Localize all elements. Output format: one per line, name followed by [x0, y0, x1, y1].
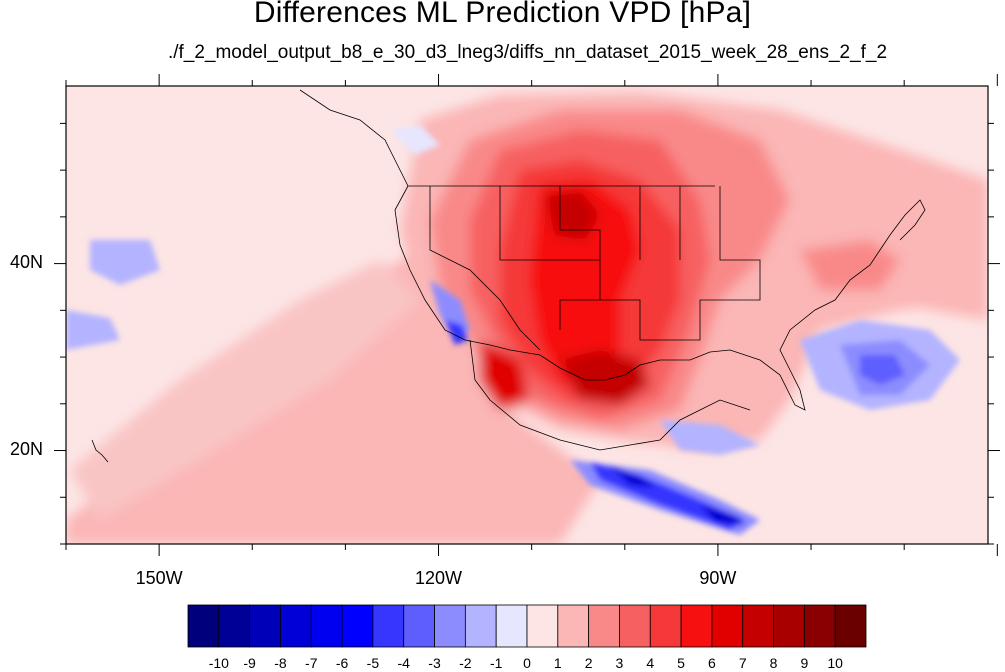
- colorbar-box: [341, 604, 374, 648]
- colorbar-label: 9: [800, 655, 809, 671]
- colorbar-label: -1: [489, 655, 503, 671]
- colorbar-box: [464, 604, 497, 648]
- colorbar-label: 0: [523, 655, 531, 671]
- colorbar-box: [834, 604, 867, 648]
- colorbar-box: [187, 604, 220, 648]
- colorbar-label: 5: [677, 655, 685, 671]
- colorbar-box: [619, 604, 651, 648]
- lat-tick-label: 20N: [10, 438, 44, 459]
- colorbar: [187, 604, 867, 648]
- colorbar-label: 2: [584, 655, 593, 671]
- colorbar-label: -3: [428, 655, 441, 671]
- colorbar-box: [280, 604, 312, 648]
- colorbar-label: 8: [769, 655, 778, 671]
- colorbar-label: 3: [615, 655, 624, 671]
- colorbar-box: [372, 604, 405, 648]
- colorbar-box: [403, 604, 435, 648]
- colorbar-label: -8: [274, 655, 287, 671]
- colorbar-label: 6: [708, 655, 716, 671]
- colorbar-label: 4: [646, 655, 655, 671]
- map-ticks: [54, 74, 1000, 556]
- vpd-difference-field: [66, 86, 988, 544]
- colorbar-label: 1: [553, 655, 562, 671]
- colorbar-box: [711, 604, 744, 648]
- colorbar-label: -7: [305, 655, 318, 671]
- colorbar-box: [557, 604, 590, 648]
- colorbar-label: -4: [397, 655, 410, 671]
- lat-tick-label: 40N: [10, 251, 44, 272]
- plot-frame: [65, 85, 989, 545]
- colorbar-box: [249, 604, 281, 648]
- colorbar-box: [773, 604, 805, 648]
- map-title: Differences ML Prediction VPD [hPa]: [253, 0, 752, 29]
- colorbar-label: -10: [208, 655, 229, 671]
- map-subtitle: ./f_2_model_output_b8_e_30_d3_lneg3/diff…: [167, 42, 888, 63]
- colorbar-label: -5: [366, 655, 380, 671]
- colorbar-box: [588, 604, 620, 648]
- colorbar-box: [218, 604, 251, 648]
- colorbar-box: [495, 604, 528, 648]
- coastlines-and-borders: [91, 89, 926, 463]
- colorbar-box: [649, 604, 682, 648]
- colorbar-label: -2: [459, 655, 472, 671]
- colorbar-label: -9: [243, 655, 256, 671]
- colorbar-label: 10: [827, 655, 843, 671]
- colorbar-label: -6: [335, 655, 349, 671]
- lon-tick-label: 120W: [415, 568, 463, 588]
- colorbar-label: 7: [738, 655, 747, 671]
- colorbar-box: [680, 604, 713, 648]
- colorbar-box: [434, 604, 466, 648]
- colorbar-box: [310, 604, 343, 648]
- lon-tick-label: 90W: [699, 568, 737, 588]
- lon-tick-label: 150W: [135, 568, 183, 588]
- colorbar-box: [742, 604, 774, 648]
- colorbar-box: [526, 604, 559, 648]
- colorbar-box: [803, 604, 836, 648]
